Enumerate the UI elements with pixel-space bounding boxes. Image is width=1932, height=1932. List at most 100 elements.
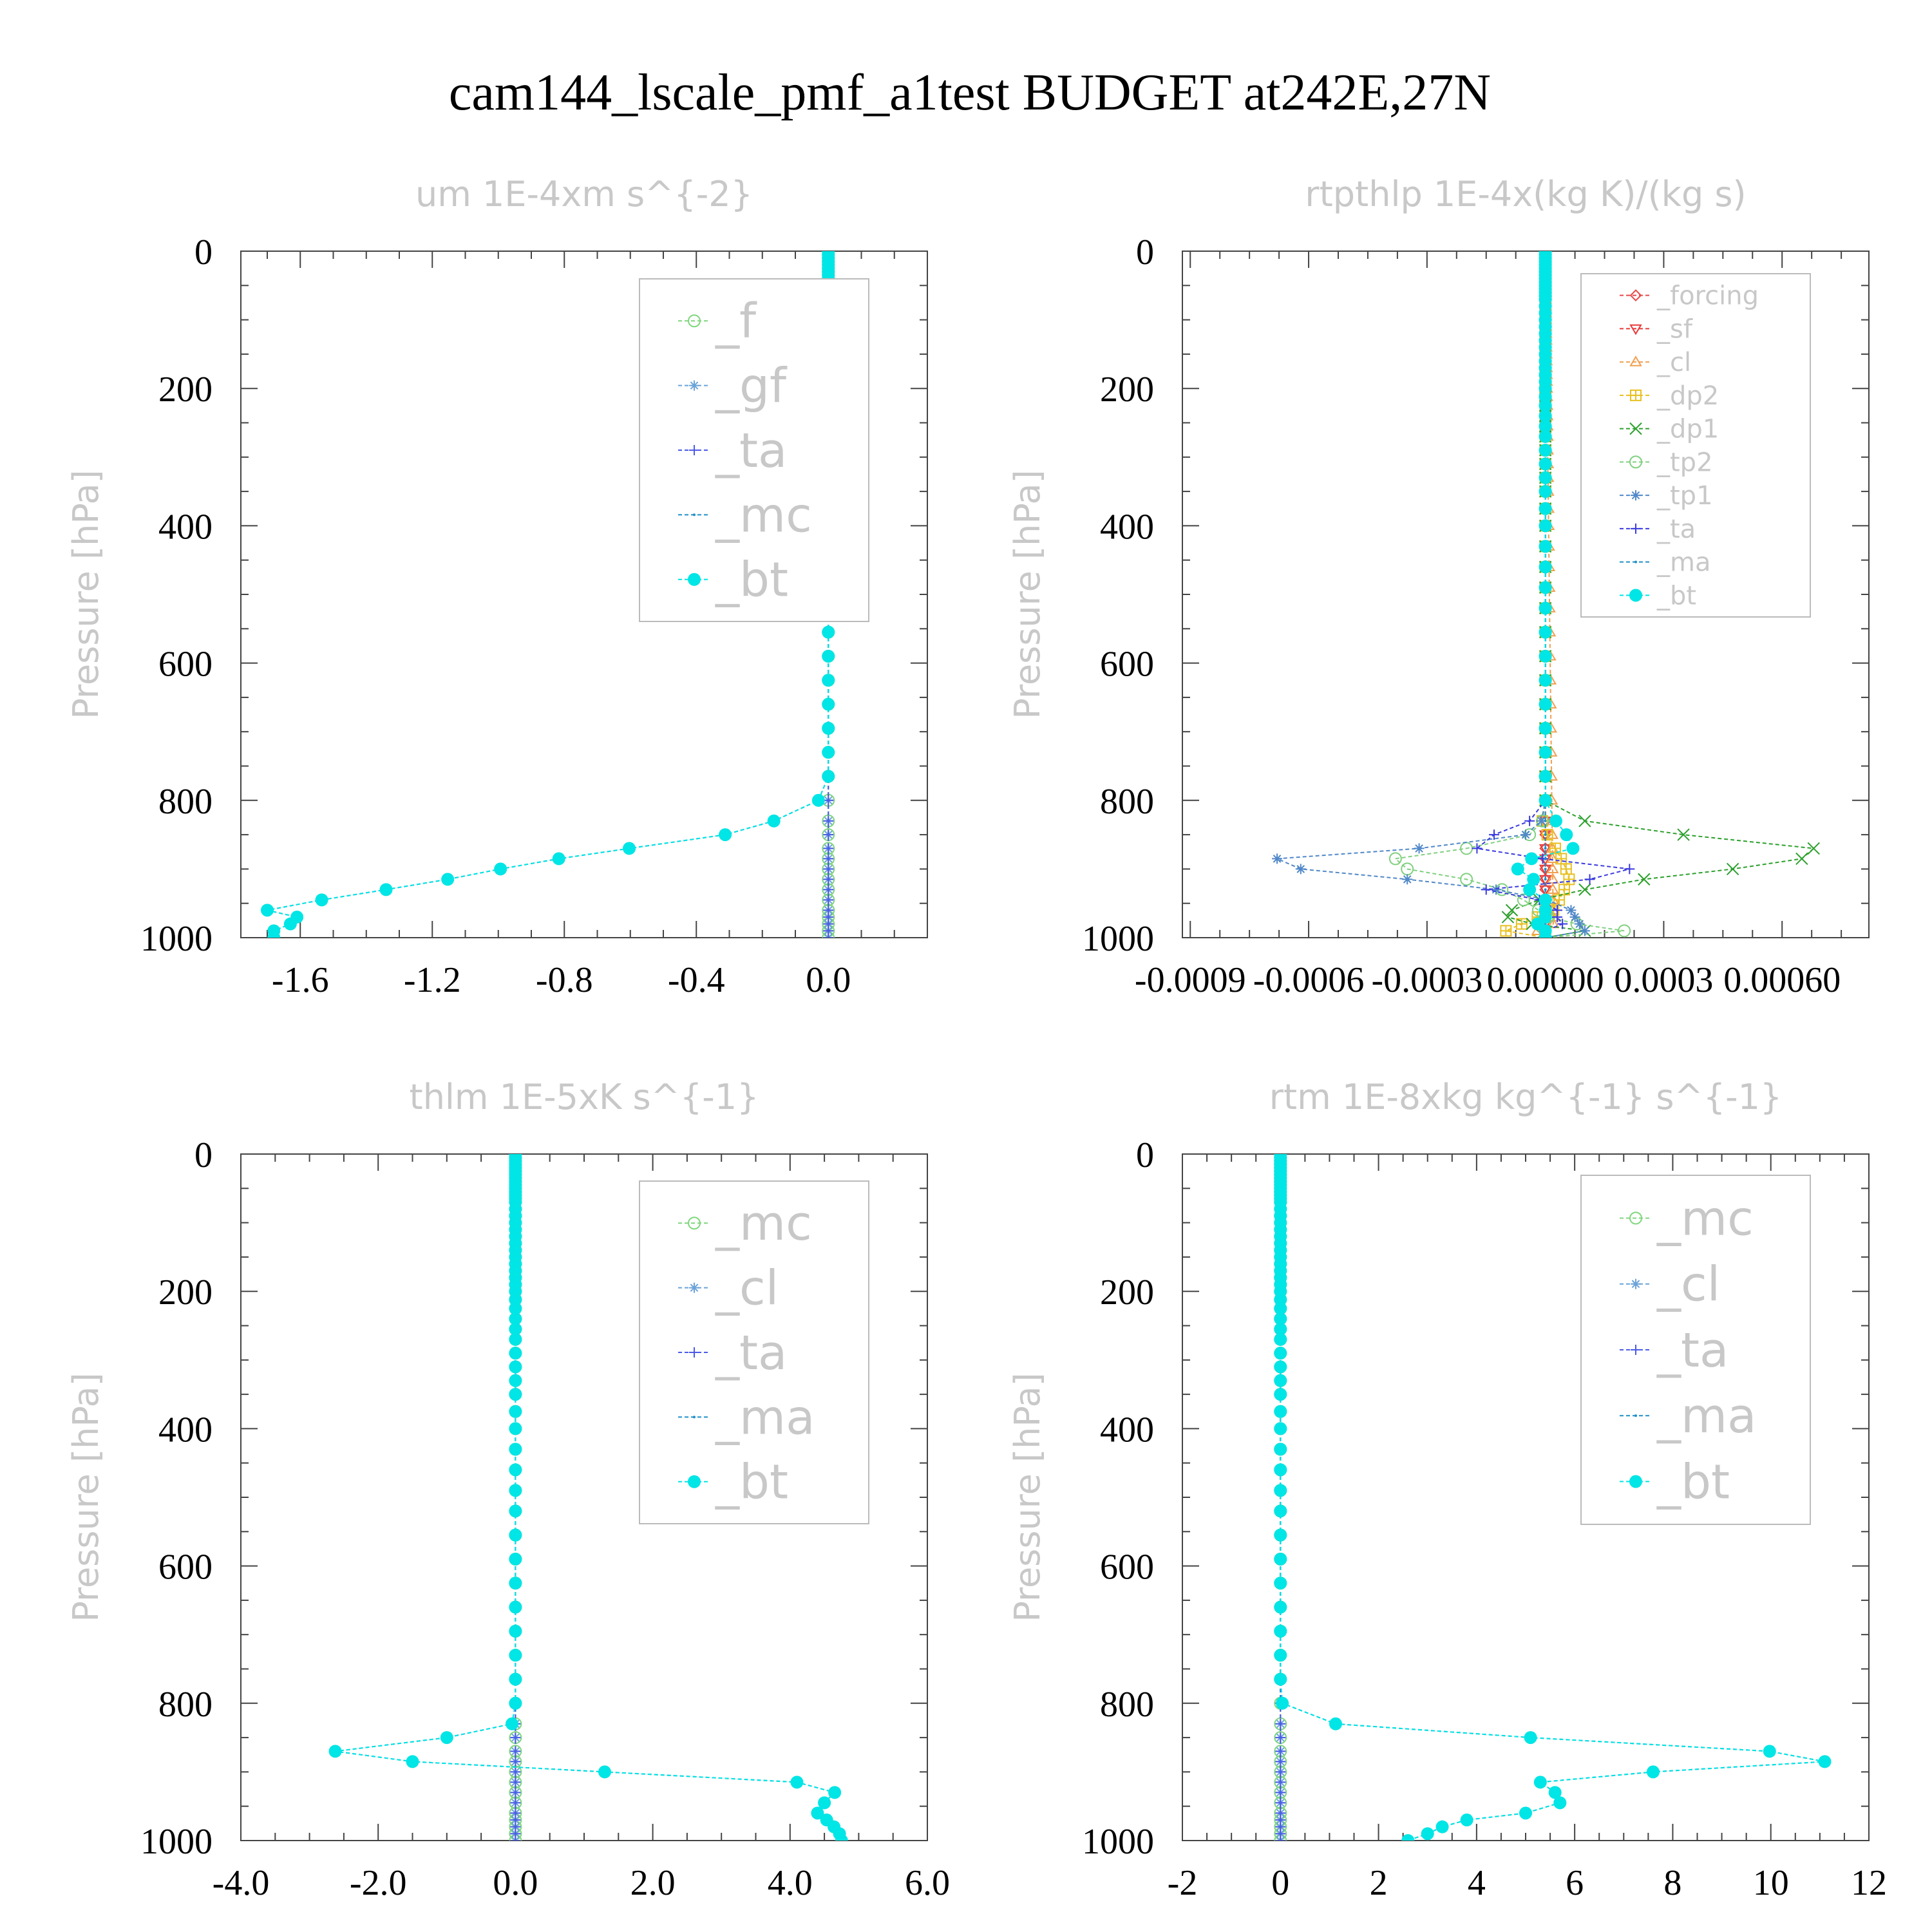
data-point <box>823 895 834 905</box>
data-point <box>1517 893 1530 907</box>
legend-entry: _ma <box>678 1390 815 1445</box>
y-tick-label: 1000 <box>140 1822 213 1862</box>
data-point <box>1274 1504 1287 1518</box>
data-point <box>1552 912 1563 923</box>
data-point <box>1414 843 1425 854</box>
data-point <box>1274 1347 1287 1360</box>
legend-swatch-marker <box>1629 1211 1642 1225</box>
data-point <box>1539 390 1552 403</box>
legend-entry: _dp1 <box>1620 415 1719 444</box>
legend-entry: _sf <box>1620 314 1693 344</box>
x-tick-label: 6 <box>1566 1863 1584 1903</box>
legend-label: _ta <box>715 423 787 478</box>
data-point <box>1329 1717 1342 1730</box>
legend-label: _bt <box>1656 1454 1730 1510</box>
x-tick-label: 4 <box>1468 1863 1486 1903</box>
data-point <box>598 1765 611 1779</box>
data-point <box>1726 862 1739 876</box>
y-axis-label: Pressure [hPa] <box>1007 469 1048 719</box>
data-point <box>1548 1786 1562 1799</box>
data-point <box>1539 697 1552 711</box>
data-point <box>1539 471 1552 484</box>
data-point <box>823 864 834 875</box>
data-point <box>1401 1834 1415 1841</box>
data-point <box>1807 842 1820 855</box>
legend-entry: _forcing <box>1620 281 1759 311</box>
data-point <box>1578 815 1591 828</box>
legend: _f _gf _ta _mc _bt <box>639 278 869 622</box>
legend-label: _tp1 <box>1656 481 1713 511</box>
data-point <box>823 795 834 806</box>
data-point <box>1563 873 1575 886</box>
legend: _mc _cl _ta _ma _bt <box>1580 1175 1811 1525</box>
data-point <box>1539 721 1552 735</box>
data-point <box>509 1577 522 1590</box>
data-point <box>506 1717 519 1730</box>
legend-box <box>1580 1175 1811 1525</box>
plot-area <box>1272 251 1820 938</box>
legend-entry: _bt <box>678 1455 788 1510</box>
data-point <box>1272 853 1283 864</box>
data-point <box>1539 430 1552 443</box>
data-point <box>1505 904 1519 917</box>
legend-swatch-marker <box>1629 355 1642 366</box>
legend-label: _ma <box>1656 548 1710 578</box>
data-point <box>1527 873 1540 886</box>
y-axis-label: Pressure [hPa] <box>66 469 106 719</box>
data-point <box>1402 874 1413 885</box>
data-point <box>1488 829 1499 840</box>
chart-panel-3: 0 200 400 600 800 1000-4.0 -2.0 0.0 2.0 4.0 6.0 thl… <box>66 1077 950 1903</box>
data-point <box>509 1624 522 1638</box>
panel-title: um 1E-4xm s^{-2} <box>415 174 753 214</box>
data-point <box>811 793 825 807</box>
legend-label: _f <box>715 294 757 349</box>
data-point <box>1638 873 1651 886</box>
plot-area <box>328 1154 848 1841</box>
data-point <box>1274 1332 1287 1346</box>
data-point <box>509 1293 522 1306</box>
legend-entry: _mc <box>678 488 812 543</box>
legend-swatch-marker <box>689 1347 699 1358</box>
data-point <box>823 884 834 895</box>
legend-label: _mc <box>715 488 812 543</box>
data-point <box>509 1422 522 1435</box>
data-point <box>1624 864 1635 875</box>
data-point <box>509 1504 522 1518</box>
x-tick-label: -0.4 <box>668 960 725 1000</box>
x-tick-label: -1.2 <box>404 960 461 1000</box>
data-point <box>811 1806 824 1820</box>
data-point <box>510 1766 521 1777</box>
legend-entry: _ta <box>1620 515 1696 544</box>
y-tick-label: 0 <box>194 232 213 272</box>
legend-label: _ta <box>1656 515 1696 544</box>
data-point <box>1274 1624 1287 1638</box>
legend-entry: _tp2 <box>1620 448 1713 477</box>
x-tick-label: 0 <box>1271 1863 1289 1903</box>
data-point <box>1618 924 1631 938</box>
series-line <box>1276 251 1586 938</box>
legend-box <box>1580 273 1811 618</box>
data-point <box>1274 1374 1287 1387</box>
legend-label: _mc <box>715 1196 812 1251</box>
data-point <box>1295 864 1306 875</box>
legend-entry: _ta <box>1620 1323 1728 1378</box>
legend-label: _tp2 <box>1656 448 1713 477</box>
legend-entry: _cl <box>678 1261 779 1316</box>
data-point <box>1574 918 1585 929</box>
data-point <box>1584 874 1595 885</box>
data-point <box>1560 828 1573 842</box>
data-point <box>1274 1600 1287 1614</box>
legend-swatch-marker <box>688 314 701 328</box>
series-line <box>1503 251 1570 938</box>
data-point <box>1546 852 1559 864</box>
data-point <box>1539 409 1552 422</box>
x-tick-label: -0.0006 <box>1253 960 1365 1000</box>
data-point <box>1539 793 1552 807</box>
y-axis-label: Pressure [hPa] <box>1007 1372 1048 1622</box>
data-point <box>509 1388 522 1401</box>
data-point <box>509 1443 522 1456</box>
data-point <box>509 1552 522 1566</box>
data-point <box>510 1746 521 1757</box>
panel-title: rtpthlp 1E-4x(kg K)/(kg s) <box>1305 174 1746 214</box>
